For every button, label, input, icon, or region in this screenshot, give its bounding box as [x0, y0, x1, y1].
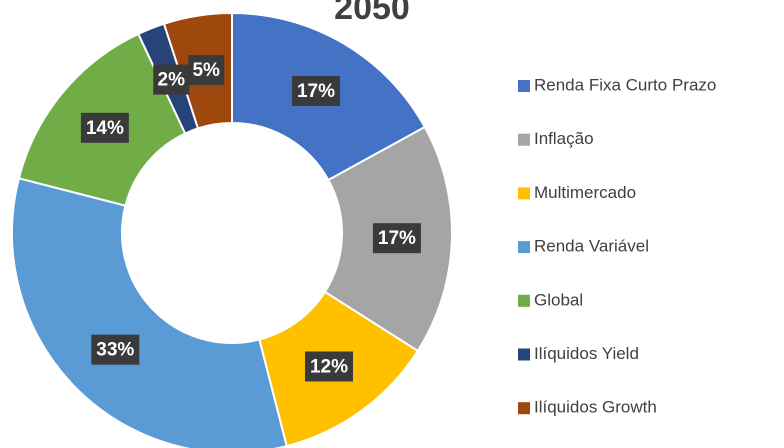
- data-label-box: [188, 55, 225, 86]
- donut-slice: [11, 177, 288, 448]
- data-label-box: [153, 64, 190, 95]
- legend-swatch: [518, 133, 530, 146]
- data-label-box: [91, 334, 140, 365]
- data-label: 17%: [297, 81, 335, 102]
- data-label: 2%: [158, 70, 186, 91]
- chart-title: 2050: [334, 0, 410, 27]
- data-label-box: [304, 351, 353, 382]
- data-label: 5%: [192, 60, 220, 81]
- data-label: 12%: [310, 357, 348, 378]
- legend-label: Inflação: [534, 129, 594, 148]
- legend-box: [483, 60, 784, 436]
- legend-swatch: [518, 187, 530, 200]
- data-label: 17%: [378, 228, 416, 249]
- data-label-box: [80, 112, 129, 143]
- legend-swatch: [518, 348, 530, 361]
- data-label: 14%: [86, 118, 124, 139]
- legend-label: Renda Variável: [534, 237, 649, 256]
- data-label-box: [372, 223, 421, 254]
- legend-swatch: [518, 402, 530, 415]
- legend-label: Multimercado: [534, 183, 636, 202]
- legend-label: Ilíquidos Yield: [534, 344, 639, 363]
- legend-label: Global: [534, 290, 583, 309]
- legend-swatch: [518, 294, 530, 307]
- data-label: 33%: [96, 340, 134, 361]
- legend-swatch: [518, 241, 530, 254]
- legend-label: Ilíquidos Growth: [534, 398, 657, 417]
- data-label-box: [291, 75, 340, 106]
- legend-label: Renda Fixa Curto Prazo: [534, 75, 716, 94]
- legend-swatch: [518, 80, 530, 92]
